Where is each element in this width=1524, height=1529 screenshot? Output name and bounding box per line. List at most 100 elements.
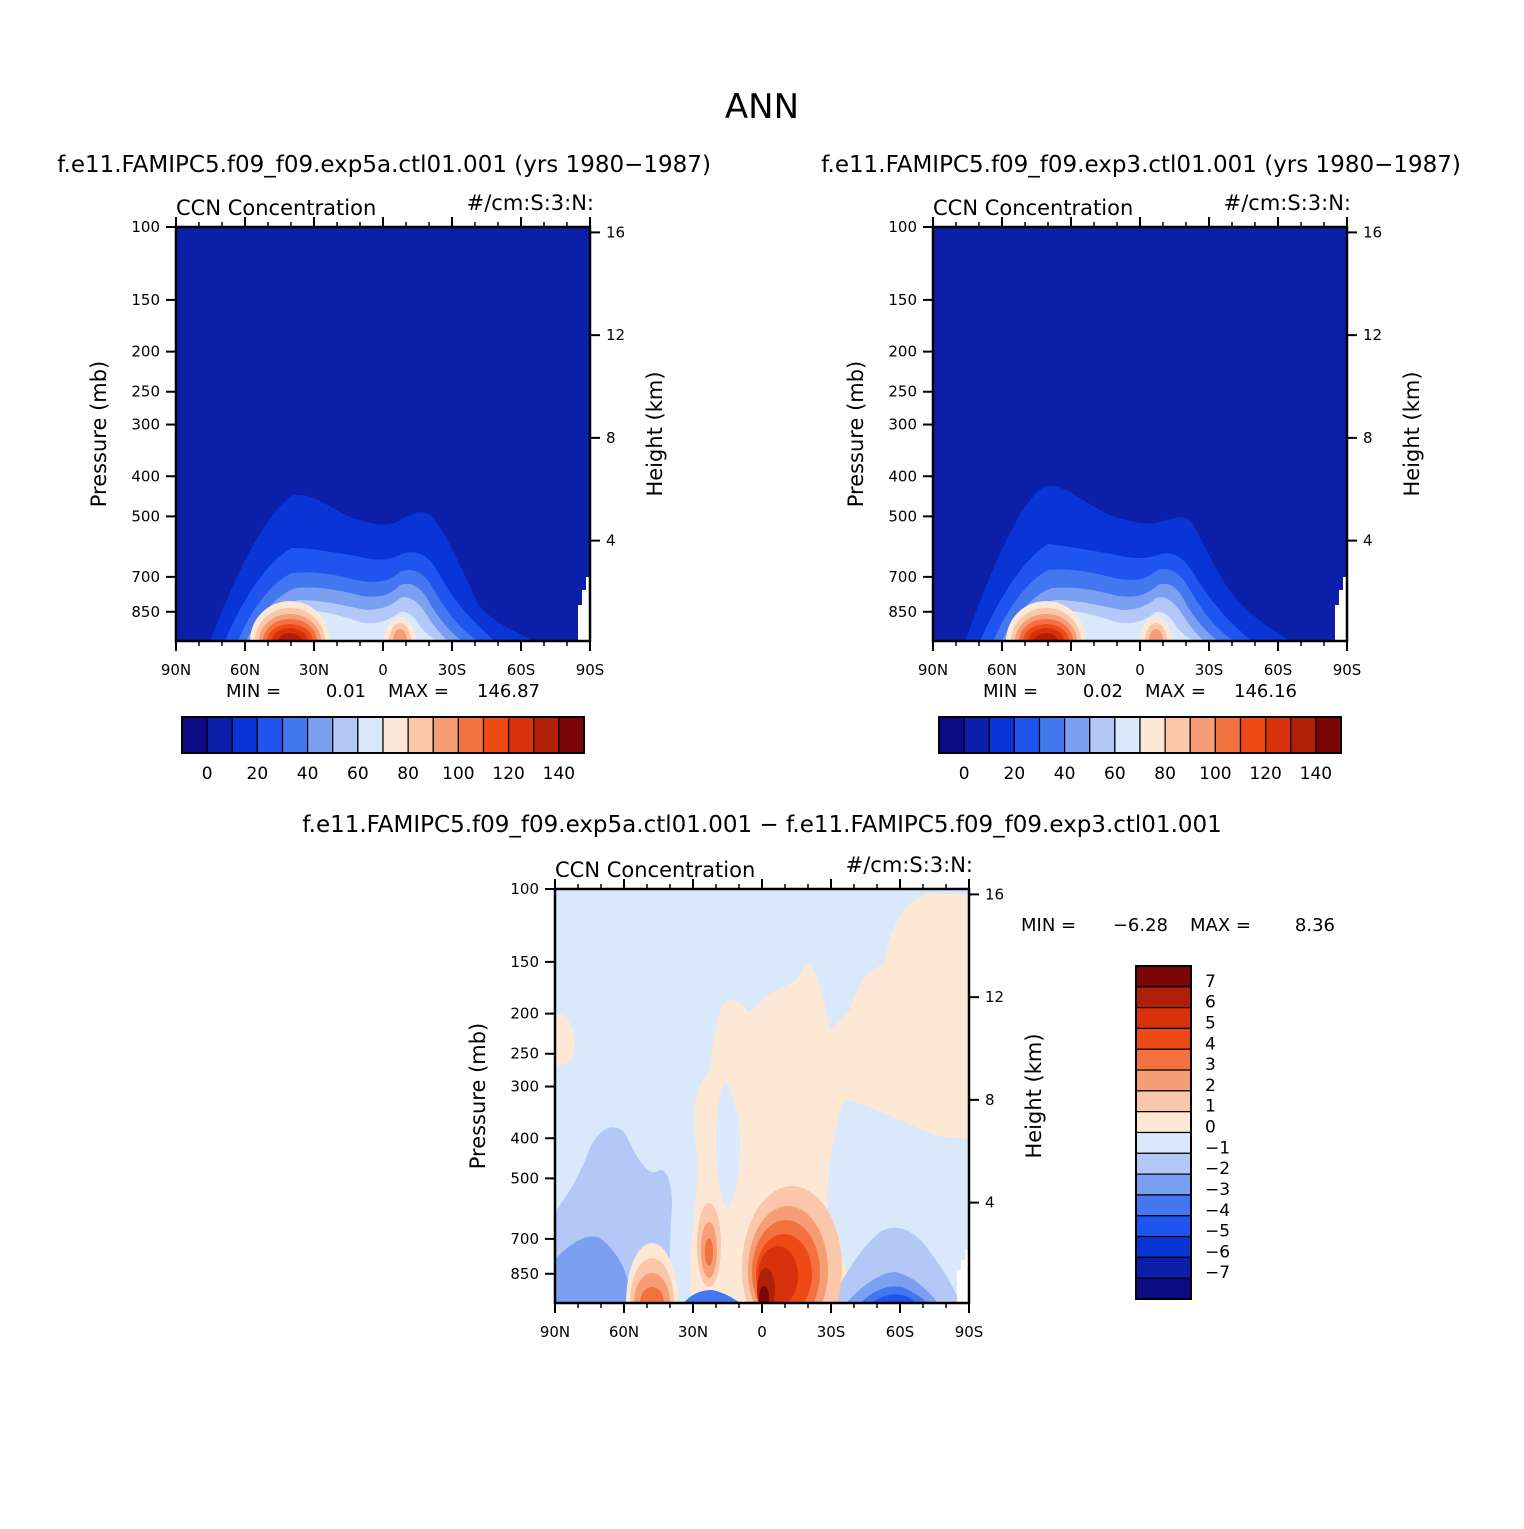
panel-c-max-label: MAX = (1190, 915, 1251, 936)
x-tick-label: 30N (299, 661, 329, 679)
colorbar-swatch (231, 716, 258, 754)
contour-fill (393, 629, 407, 641)
x-tick-label: 0 (1135, 661, 1145, 679)
colorbar-swatch (1013, 716, 1041, 754)
colorbar-swatch (1315, 716, 1342, 754)
colorbar-swatch (206, 716, 233, 754)
colorbar-label: −4 (1205, 1201, 1230, 1221)
p-tick-label: 100 (510, 880, 539, 898)
contour-fill (830, 1227, 960, 1303)
panel-b-max-value: 146.16 (1234, 681, 1297, 702)
figure-title: ANN (725, 87, 799, 127)
colorbar-swatch (963, 716, 990, 754)
masked-region (1339, 590, 1343, 641)
contour-fill (690, 893, 969, 1303)
x-tick-label: 90N (161, 661, 191, 679)
colorbar-label: 100 (442, 764, 474, 784)
colorbar-swatch (1164, 716, 1191, 754)
colorbar-frame (181, 716, 585, 754)
colorbar-label: −2 (1205, 1159, 1230, 1179)
panel-a: CCN Concentration #/cm:S:3:N: Pressure (… (87, 191, 667, 702)
colorbar-swatch (332, 716, 359, 754)
colorbar-swatch (1135, 1131, 1192, 1154)
colorbar-swatch (1135, 1027, 1192, 1050)
colorbar-swatch (1135, 1235, 1192, 1258)
colorbar-swatch (1135, 1007, 1192, 1030)
colorbar-swatch (1290, 716, 1317, 754)
panel-b-case-title: f.e11.FAMIPC5.f09_f09.exp3.ctl01.001 (yr… (821, 152, 1461, 178)
colorbar-swatch (1135, 1048, 1192, 1071)
p-tick-label: 500 (510, 1169, 539, 1187)
colorbar-swatch (382, 716, 409, 754)
colorbar-swatch (1135, 1090, 1192, 1113)
p-tick-label: 400 (131, 467, 160, 485)
panel-b-y2label: Height (km) (1400, 371, 1424, 496)
panel-b: CCN Concentration #/cm:S:3:N: Pressure (… (844, 191, 1424, 702)
h-tick-label: 16 (985, 885, 1004, 903)
panel-c: CCN Concentration #/cm:S:3:N: Pressure (… (466, 853, 1335, 1303)
masked-region (1335, 605, 1339, 641)
colorbar-swatch (1189, 716, 1216, 754)
h-tick-label: 8 (606, 429, 616, 447)
p-tick-label: 250 (888, 383, 917, 401)
contour-fill (555, 1012, 575, 1066)
panel-a-max-value: 146.87 (477, 681, 540, 702)
p-tick-label: 500 (888, 507, 917, 525)
h-tick-label: 12 (606, 326, 625, 344)
contour-fill (716, 1080, 740, 1210)
p-tick-label: 850 (888, 603, 917, 621)
colorbar-label: −1 (1205, 1138, 1230, 1158)
masked-region (1343, 577, 1347, 641)
colorbar-label: 7 (1205, 972, 1216, 992)
x-tick-label: 90N (540, 1323, 570, 1341)
h-tick-label: 4 (606, 532, 616, 550)
h-tick-label: 16 (606, 223, 625, 241)
panel-b-units-label: #/cm:S:3:N: (1224, 191, 1351, 215)
h-tick-label: 4 (1363, 532, 1373, 550)
colorbar-swatch (1214, 716, 1242, 754)
h-tick-label: 12 (1363, 326, 1382, 344)
contour-fill (278, 633, 302, 641)
x-tick-label: 60N (230, 661, 260, 679)
axes-layer: 90N 60N 30N 0 30S 60S 90S100150200250300400500… (131, 217, 1382, 1341)
x-tick-label: 90S (576, 661, 605, 679)
colorbar-swatch (1135, 1069, 1192, 1092)
colorbar-label: 6 (1205, 993, 1216, 1013)
colorbar-label: 3 (1205, 1055, 1216, 1075)
colorbar-label: −5 (1205, 1222, 1230, 1242)
p-tick-label: 200 (888, 343, 917, 361)
panel-b-max-label: MAX = (1145, 681, 1206, 702)
panel-c-min-label: MIN = (1021, 915, 1076, 936)
colorbar-label: 80 (397, 764, 419, 784)
panel-a-ylabel: Pressure (mb) (87, 361, 111, 508)
h-tick-label: 12 (985, 988, 1004, 1006)
h-tick-label: 4 (985, 1194, 995, 1212)
panel-c-y2label: Height (km) (1022, 1033, 1046, 1158)
contour-fill (872, 1294, 916, 1303)
p-tick-label: 300 (888, 416, 917, 434)
panel-b-field (933, 227, 1347, 641)
p-tick-label: 850 (510, 1265, 539, 1283)
x-tick-label: 60S (507, 661, 536, 679)
panel-b-variable-label: CCN Concentration (933, 196, 1133, 220)
colorbar-swatch (1135, 986, 1192, 1009)
x-tick-label: 0 (378, 661, 388, 679)
colorbar-b: 0 20 40 60 80 100 120 140 (938, 716, 1342, 784)
p-tick-label: 300 (131, 416, 160, 434)
x-tick-label: 60N (609, 1323, 639, 1341)
x-tick-label: 30S (817, 1323, 846, 1341)
panel-b-min-label: MIN = (983, 681, 1038, 702)
p-tick-label: 700 (510, 1230, 539, 1248)
colorbar-label: 120 (492, 764, 524, 784)
panel-a-case-title: f.e11.FAMIPC5.f09_f09.exp5a.ctl01.001 (y… (57, 152, 711, 178)
x-tick-label: 90S (955, 1323, 984, 1341)
colorbar-label: 140 (1300, 764, 1332, 784)
p-tick-label: 850 (131, 603, 160, 621)
colorbar-swatch (508, 716, 535, 754)
colorbar-label: 2 (1205, 1076, 1216, 1096)
panel-c-ylabel: Pressure (mb) (466, 1023, 490, 1170)
colorbar-swatch (407, 716, 434, 754)
contour-fill (705, 1238, 713, 1266)
colorbar-swatch (938, 716, 965, 754)
